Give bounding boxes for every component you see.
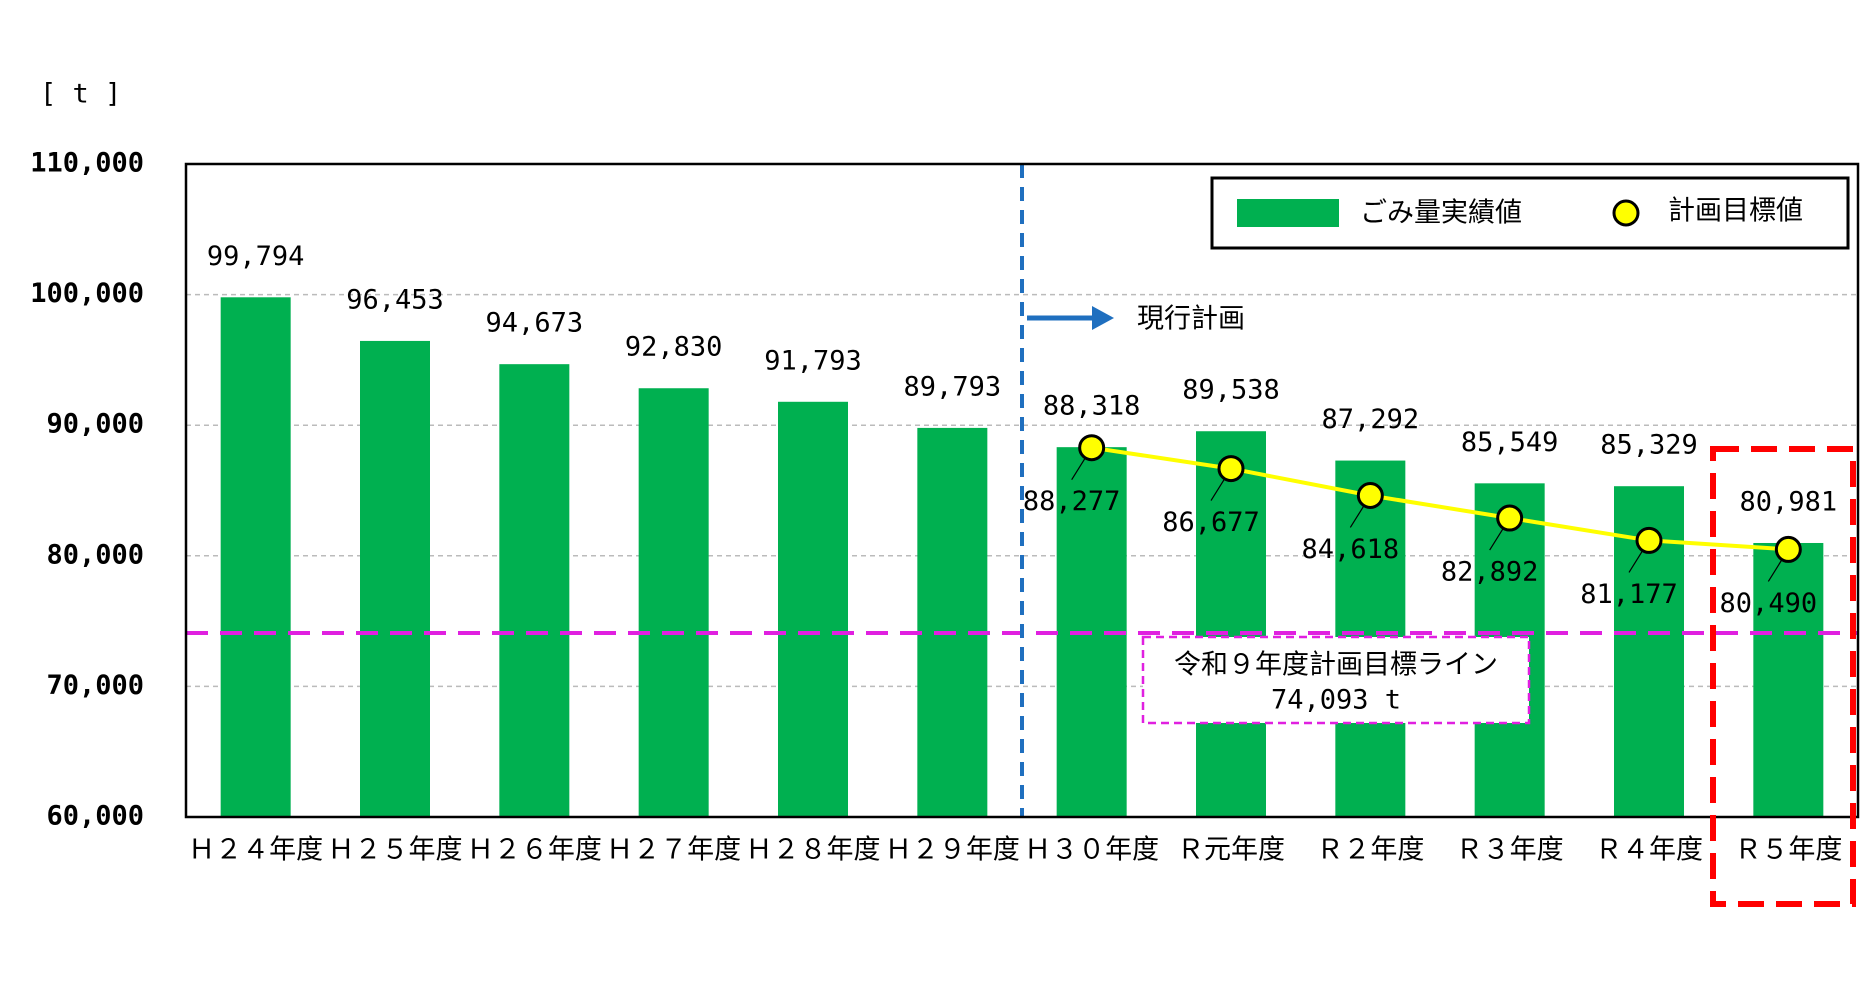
x-tick-label: Ｒ４年度	[1595, 835, 1703, 866]
y-tick-label: 60,000	[46, 801, 144, 832]
line-value-label: 84,618	[1302, 534, 1400, 565]
bar	[220, 297, 291, 817]
bar	[778, 401, 848, 817]
x-tick-label: Ｒ元年度	[1177, 835, 1285, 866]
target-point	[1217, 455, 1245, 483]
bar	[360, 340, 430, 817]
target-point	[1356, 481, 1384, 509]
bar-value-label: 89,793	[904, 371, 1002, 402]
x-tick-label: Ｒ５年度	[1734, 835, 1842, 866]
bar-value-label: 96,453	[346, 284, 444, 315]
line-value-label: 88,277	[1023, 486, 1121, 517]
target-point	[1635, 526, 1663, 554]
legend-box	[1210, 176, 1850, 250]
target-name: 令和９年度計画目標ライン	[1174, 650, 1498, 681]
x-tick-label: Ｈ３０年度	[1024, 835, 1159, 866]
highlight-box	[1710, 446, 1856, 907]
legend-marker	[1612, 199, 1640, 227]
plan-arrow-head	[1092, 306, 1114, 330]
y-tick-label: 80,000	[46, 539, 144, 570]
x-tick-label: Ｒ２年度	[1316, 835, 1424, 866]
bar-value-label: 85,549	[1461, 427, 1559, 458]
bar-value-label: 92,830	[625, 332, 723, 363]
y-tick-label: 70,000	[46, 670, 144, 701]
x-tick-label: Ｈ２７年度	[606, 835, 741, 866]
bar	[1196, 431, 1266, 817]
plot-frame	[184, 162, 1860, 819]
legend-swatch	[1237, 199, 1339, 227]
line-value-label: 81,177	[1580, 579, 1678, 610]
bar	[917, 427, 988, 817]
bar-value-label: 80,981	[1740, 486, 1838, 517]
bar-value-label: 88,318	[1043, 391, 1141, 422]
bar-value-label: 91,793	[764, 345, 862, 376]
bar-value-label: 85,329	[1600, 430, 1698, 461]
target-point	[1078, 434, 1106, 462]
x-tick-label: Ｈ２５年度	[328, 835, 463, 866]
y-axis-label: [ t ]	[40, 79, 121, 110]
bar	[499, 364, 570, 817]
line-value-label: 82,892	[1441, 557, 1539, 588]
bar-value-label: 94,673	[486, 308, 584, 339]
line-value-label: 80,490	[1720, 588, 1818, 619]
bar	[1753, 542, 1824, 817]
x-tick-label: Ｈ２８年度	[746, 835, 881, 866]
target-label: 74,093 t	[1271, 685, 1401, 716]
bar-value-label: 87,292	[1322, 404, 1420, 435]
x-tick-label: Ｈ２６年度	[467, 835, 602, 866]
bar-value-label: 89,538	[1182, 375, 1280, 406]
bar-value-label: 99,794	[207, 241, 305, 272]
legend-label: ごみ量実績値	[1360, 198, 1522, 229]
line-value-label: 86,677	[1162, 507, 1260, 538]
x-tick-label: Ｈ２９年度	[885, 835, 1020, 866]
target-value-line	[1091, 445, 1789, 552]
target-box	[1141, 635, 1531, 725]
x-tick-label: Ｈ２４年度	[188, 835, 323, 866]
y-tick-label: 90,000	[46, 409, 144, 440]
bar	[638, 388, 709, 817]
plan-annotation: 現行計画	[1137, 304, 1245, 335]
target-point	[1774, 535, 1802, 563]
legend-label: 計画目標値	[1668, 196, 1803, 227]
target-point	[1496, 504, 1524, 532]
y-tick-label: 100,000	[30, 278, 144, 309]
y-tick-label: 110,000	[30, 148, 144, 179]
x-tick-label: Ｒ３年度	[1456, 835, 1564, 866]
